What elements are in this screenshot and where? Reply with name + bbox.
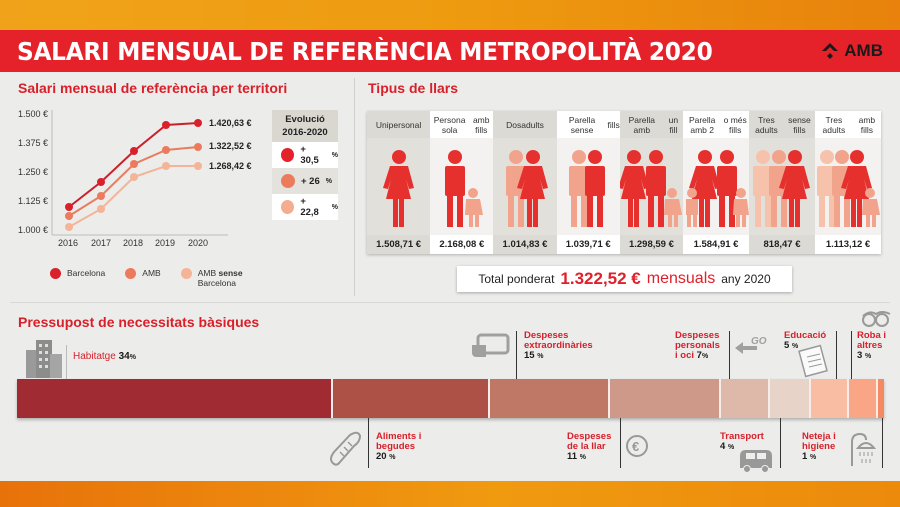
x-tick: 2019 <box>155 238 176 248</box>
segment-aliments <box>333 379 490 418</box>
segment-habitatge <box>17 379 333 418</box>
y-tick: 1.000 € <box>18 225 49 235</box>
credit-card-icon <box>472 333 510 357</box>
callout-neteja: Neteja i higiene 1 % <box>802 431 836 462</box>
callout-transport: Transport 4 % <box>720 431 764 452</box>
svg-text:€: € <box>632 439 639 454</box>
household-column: Dos adults 1.014,83 € <box>493 111 557 254</box>
logo-text: AMB <box>844 41 883 60</box>
callout-llar: Despeses de la llar 11 % <box>567 431 612 462</box>
two-adults-icon <box>505 150 548 227</box>
weighted-total: Total ponderat 1.322,52 € mensuals any 2… <box>457 266 792 292</box>
callout-line <box>836 331 837 379</box>
callout-line <box>516 331 517 379</box>
y-tick: 1.250 € <box>18 167 49 177</box>
legend-item: Barcelona <box>50 268 105 288</box>
van-icon <box>740 450 772 473</box>
callout-educacio: Educació 5 % <box>784 330 827 351</box>
evolution-row: + 22,8% <box>272 194 338 220</box>
legend-item: AMB sense Barcelona <box>180 268 243 288</box>
three-adults-icon <box>753 150 811 227</box>
y-tick: 1.375 € <box>18 138 49 148</box>
dot-icon <box>281 200 295 214</box>
end-label-barcelona: 1.420,63 € <box>209 118 252 128</box>
couple-with-children-icon <box>686 150 750 227</box>
callout-line <box>780 418 781 468</box>
document-icon <box>798 344 828 378</box>
end-label-amb: 1.322,52 € <box>209 141 252 151</box>
callout-personals: Despeses personals i oci 7% <box>675 330 720 361</box>
chart-legend: Barcelona AMB AMB sense Barcelona <box>50 268 243 288</box>
go-arrow-icon: GO <box>735 336 767 354</box>
glasses-icon <box>862 311 891 327</box>
x-tick: 2020 <box>188 238 209 248</box>
callout-line <box>66 345 67 379</box>
y-tick: 1.500 € <box>18 109 49 119</box>
dot-icon <box>125 268 137 279</box>
section-title-budget: Pressupost de necessitats bàsiques <box>18 314 260 330</box>
callout-extraordinaries: Despeses extraordinàries 15 % <box>524 330 593 361</box>
woman-figure-icon <box>382 150 414 227</box>
segment-extraordinaries <box>490 379 610 418</box>
household-column: Tres adults sense fills 818,47 € <box>749 111 816 254</box>
couple-with-child-icon <box>620 150 683 227</box>
household-types-table: Unipersonal 1.508,71 € Persona sola amb f… <box>367 111 882 254</box>
top-band <box>0 0 900 30</box>
dot-icon <box>281 148 295 162</box>
household-column: Parella amb un fill 1.298,59 € <box>619 111 684 254</box>
dot-icon <box>281 174 295 188</box>
three-adults-with-child-icon <box>817 150 881 227</box>
callout-aliments: Aliments i begudes 20 % <box>376 431 422 462</box>
divider <box>10 302 890 303</box>
callout-line <box>882 418 883 468</box>
amb-logo-icon <box>822 43 839 59</box>
callout-habitatge: Habitatge 34% <box>73 351 136 362</box>
evolution-row: + 26% <box>272 168 338 194</box>
shower-icon <box>851 432 877 466</box>
chart-plot <box>51 110 228 236</box>
section-title-territory: Salari mensual de referència per territo… <box>18 80 288 96</box>
x-tick: 2017 <box>91 238 112 248</box>
household-column: Tres adults amb fills 1.113,12 € <box>815 111 882 254</box>
evolution-header: Evolució 2016-2020 <box>272 110 338 142</box>
y-tick: 1.125 € <box>18 196 49 206</box>
callout-line <box>368 418 369 468</box>
euro-icon: € <box>626 435 648 457</box>
budget-stacked-bar <box>17 379 884 418</box>
callout-roba: Roba i altres 3 % <box>857 330 887 361</box>
amb-logo: AMB <box>820 41 883 61</box>
segment-personals <box>721 379 770 418</box>
household-column: Parella sense fills 1.039,71 € <box>556 111 620 254</box>
page-title: SALARI MENSUAL DE REFERÈNCIA METROPOLITÀ… <box>17 36 713 66</box>
segment-neteja <box>878 379 884 418</box>
legend-item: AMB <box>125 268 161 288</box>
couple-icon <box>568 150 605 227</box>
dot-icon <box>180 268 192 279</box>
bottom-band <box>0 481 900 507</box>
bread-icon <box>330 431 362 466</box>
segment-educacio <box>811 379 849 418</box>
total-amount: 1.322,52 € <box>560 269 641 288</box>
evolution-row: + 30,5% <box>272 142 338 168</box>
callout-line <box>620 418 621 468</box>
dot-icon <box>50 268 61 279</box>
segment-roba <box>849 379 878 418</box>
segment-llar <box>610 379 721 418</box>
evolution-table: Evolució 2016-2020 + 30,5% + 26% + 22,8% <box>272 110 338 220</box>
divider <box>354 78 355 296</box>
section-title-households: Tipus de llars <box>368 80 458 96</box>
callout-line <box>851 331 852 379</box>
x-tick: 2016 <box>58 238 79 248</box>
building-icon <box>26 340 62 378</box>
svg-text:GO: GO <box>751 336 767 347</box>
callout-line <box>729 331 730 379</box>
header: SALARI MENSUAL DE REFERÈNCIA METROPOLITÀ… <box>0 30 900 72</box>
household-column: Persona sola amb fills 2.168,08 € <box>430 111 494 254</box>
household-column: Unipersonal 1.508,71 € <box>367 111 431 254</box>
end-label-amb-sense: 1.268,42 € <box>209 161 252 171</box>
adult-with-child-icon <box>444 150 483 227</box>
segment-transport <box>770 379 811 418</box>
x-tick: 2018 <box>123 238 144 248</box>
